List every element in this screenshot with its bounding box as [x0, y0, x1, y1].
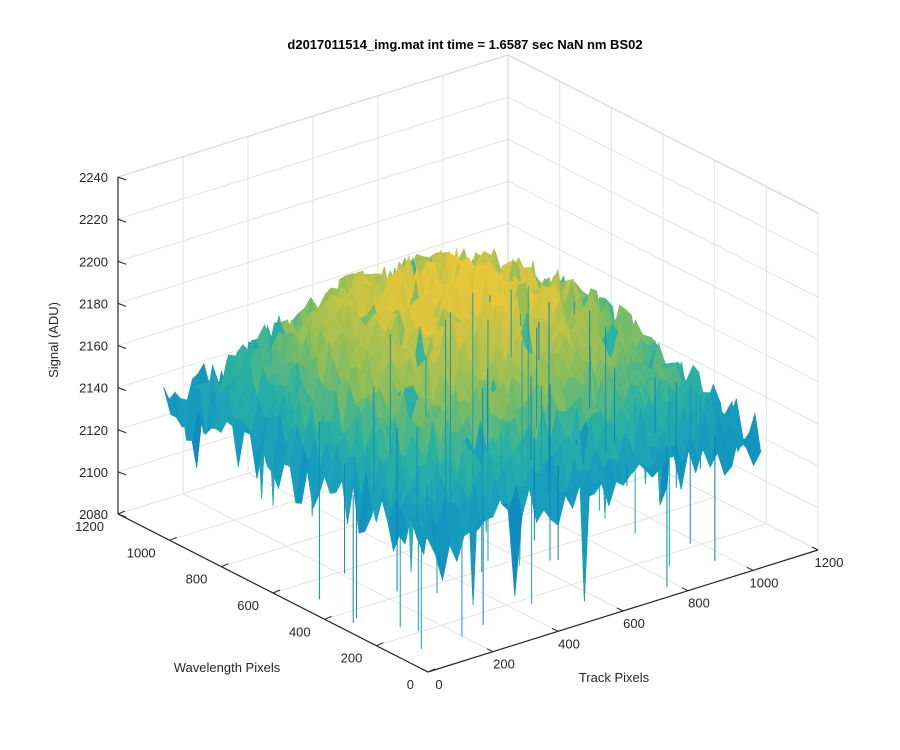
x-tick-label: 400 — [558, 636, 580, 651]
x-tick-label: 1200 — [815, 555, 844, 570]
x-tick-label: 0 — [435, 677, 442, 692]
y-axis-label: Wavelength Pixels — [174, 660, 281, 675]
x-tick — [486, 648, 494, 653]
y-tick — [221, 563, 229, 568]
z-tick-label: 2120 — [79, 423, 108, 438]
z-tick — [117, 429, 127, 434]
z-tick-label: 2240 — [79, 170, 108, 185]
x-tick — [421, 668, 429, 673]
z-tick — [117, 345, 127, 349]
z-tick — [117, 387, 127, 392]
x-tick — [811, 546, 819, 551]
y-tick — [272, 589, 281, 594]
x-tick — [551, 627, 559, 632]
chart-title: d2017011514_img.mat int time = 1.6587 se… — [287, 37, 642, 52]
y-tick — [324, 615, 332, 620]
z-tick — [117, 176, 127, 181]
back-wall-gridline-z — [117, 180, 509, 304]
x-tick-label: 1000 — [750, 575, 779, 590]
surface-patch — [421, 513, 436, 555]
z-tick-label: 2220 — [79, 212, 108, 227]
z-tick — [117, 471, 127, 476]
z-tick-label: 2100 — [79, 465, 108, 480]
x-tick — [681, 587, 689, 592]
z-tick-label: 2160 — [79, 339, 108, 354]
side-wall-gridline-z — [507, 138, 819, 298]
z-tick-label: 2080 — [79, 507, 108, 522]
x-tick-label: 800 — [688, 596, 710, 611]
y-tick-label: 1200 — [75, 519, 104, 534]
floor-gridline-y — [376, 523, 767, 647]
back-wall-gridline-z — [117, 223, 509, 346]
z-tick — [117, 260, 127, 265]
y-tick-label: 200 — [341, 651, 363, 666]
x-tick-label: 600 — [623, 616, 645, 631]
box-top-edge — [507, 54, 819, 214]
z-tick-label: 2200 — [79, 254, 108, 269]
back-wall-gridline-z — [117, 138, 509, 262]
y-tick-label: 800 — [186, 572, 208, 587]
y-tick-label: 0 — [407, 677, 414, 692]
x-tick — [746, 566, 754, 571]
y-tick — [169, 536, 177, 541]
box-top-edge — [117, 54, 509, 178]
side-wall-gridline-z — [507, 96, 819, 256]
z-tick-label: 2140 — [79, 381, 108, 396]
back-wall-gridline-z — [117, 96, 509, 220]
z-tick — [117, 218, 127, 223]
z-tick-label: 2180 — [79, 296, 108, 311]
y-tick-label: 600 — [237, 598, 259, 613]
x-tick-label: 200 — [493, 657, 515, 672]
axes-ticks: 0 200 400 600 800 1000 1200 0 200 400 600 800 1000 12… — [75, 170, 843, 692]
side-wall-gridline-z — [507, 223, 819, 382]
z-axis-label: Signal (ADU) — [46, 302, 61, 378]
z-tick — [117, 513, 127, 518]
y-tick-label: 400 — [289, 624, 311, 639]
y-tick-label: 1000 — [127, 545, 156, 560]
surface-mesh — [163, 247, 762, 649]
y-tick — [117, 510, 126, 515]
x-axis-label: Track Pixels — [579, 670, 650, 685]
y-tick — [427, 668, 436, 673]
side-wall-gridline-z — [507, 180, 819, 340]
y-tick — [376, 642, 384, 647]
x-tick — [616, 607, 624, 612]
z-tick — [117, 302, 127, 307]
